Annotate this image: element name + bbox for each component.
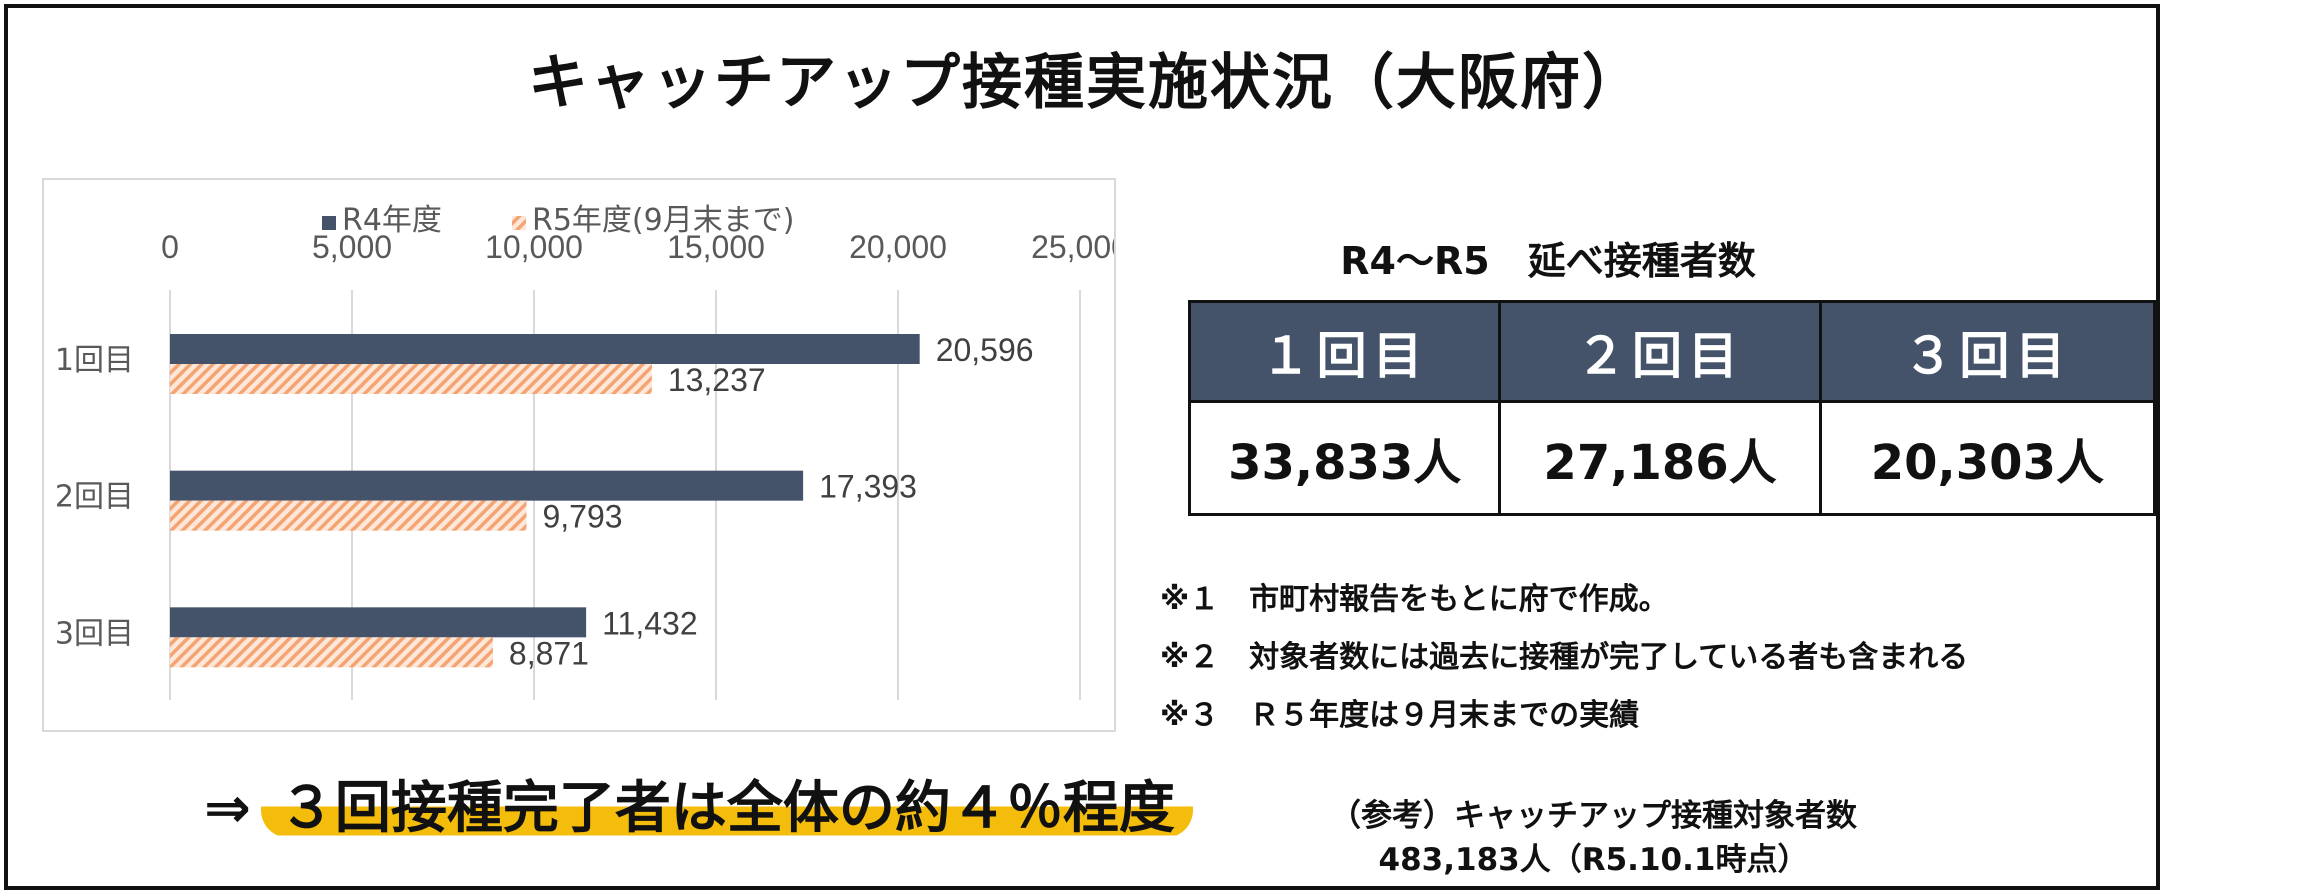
data-label: 8,871 [509, 635, 589, 671]
table-value-row: 33,833人 27,186人 20,303人 [1187, 400, 2157, 516]
arrow-icon: ⇒ [204, 776, 251, 841]
data-label: 17,393 [819, 469, 917, 505]
bar [170, 637, 493, 668]
x-tick-label: 20,000 [849, 229, 947, 265]
category-label: 3回目 [55, 616, 134, 651]
footnote-2: ※２ 対象者数には過去に接種が完了している者も含まれる [1160, 640, 1969, 675]
bar [170, 364, 652, 394]
reference-note: （参考）キャッチアップ接種対象者数 483,183人（R5.10.1時点） [1330, 794, 1857, 882]
bar-chart: 0 5,000 10,000 15,000 20,000 25,000 R4年度 R5年度(9… [55, 203, 1114, 700]
footnote-3: ※３ Ｒ５年度は９月末までの実績 [1160, 698, 1640, 733]
table-header-3: ３回目 [1818, 300, 2157, 403]
table-value-3: 20,303人 [1818, 400, 2157, 516]
table-value-1: 33,833人 [1187, 400, 1502, 516]
bar [170, 500, 527, 531]
x-tick-label: 0 [161, 229, 179, 265]
footnotes: ※１ 市町村報告をもとに府で作成。 ※２ 対象者数には過去に接種が完了している者… [1160, 580, 1968, 754]
table-title: R4〜R5 延べ接種者数 [1340, 239, 1756, 283]
bar [170, 470, 804, 501]
x-tick-label: 5,000 [312, 229, 392, 265]
bar-chart-panel: 0 5,000 10,000 15,000 20,000 25,000 R4年度 R5年度(9… [42, 178, 1116, 732]
reference-line-2: 483,183人（R5.10.1時点） [1378, 842, 1809, 878]
table-header-1: １回目 [1187, 300, 1502, 403]
conclusion: ⇒ ３回接種完了者は全体の約４％程度 [204, 776, 1193, 841]
vaccination-count-table: １回目 ２回目 ３回目 33,833人 27,186人 20,303人 [1187, 300, 2157, 516]
category-label: 1回目 [55, 343, 134, 378]
table-value-2: 27,186人 [1498, 400, 1822, 516]
bar [170, 334, 920, 364]
table-header-2: ２回目 [1498, 300, 1822, 403]
table-header-row: １回目 ２回目 ３回目 [1187, 300, 2157, 403]
data-label: 13,237 [668, 362, 766, 398]
footnote-1: ※１ 市町村報告をもとに府で作成。 [1160, 582, 1669, 617]
conclusion-highlight: ３回接種完了者は全体の約４％程度 [260, 780, 1193, 838]
data-label: 11,432 [602, 605, 698, 641]
legend-label-r5: R5年度(9月末まで) [532, 203, 794, 238]
legend-label-r4: R4年度 [342, 203, 442, 238]
page-title: キャッチアップ接種実施状況（大阪府） [528, 48, 1644, 118]
bar [170, 607, 587, 638]
x-tick-label: 10,000 [485, 229, 583, 265]
legend-swatch-r4 [322, 216, 336, 230]
data-label: 9,793 [542, 499, 622, 535]
legend-swatch-r5 [512, 216, 526, 230]
x-tick-label: 15,000 [667, 229, 765, 265]
x-tick-label: 25,000 [1031, 229, 1114, 265]
reference-line-1: （参考）キャッチアップ接種対象者数 [1330, 798, 1857, 834]
category-label: 2回目 [55, 480, 134, 515]
poster-frame: キャッチアップ接種実施状況（大阪府） 0 5,000 10,000 15,000 20,… [4, 4, 2160, 890]
data-label: 20,596 [936, 332, 1034, 368]
